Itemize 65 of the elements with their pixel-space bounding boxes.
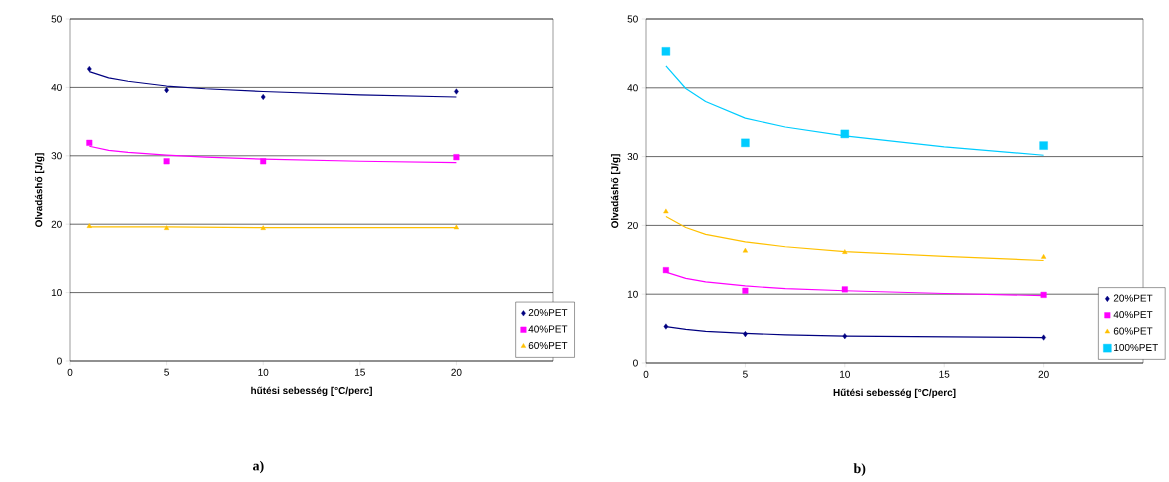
- point: [841, 286, 848, 293]
- x-tick-label: 20: [1038, 370, 1049, 378]
- text: a): [253, 460, 264, 474]
- point: [743, 331, 748, 338]
- y-tick-label: 40: [627, 84, 638, 92]
- line-series: [665, 65, 1045, 156]
- y-tick-label: 10: [627, 290, 638, 298]
- point: [260, 93, 266, 100]
- y-tick-label: 20: [627, 221, 638, 229]
- y-axis-title: Olvadáshő [J/g]: [610, 154, 621, 228]
- point: [163, 158, 170, 165]
- point: [1041, 334, 1046, 341]
- y-tick-label: 0: [633, 359, 638, 367]
- y-tick-label: 50: [51, 15, 62, 23]
- x-tick-label: 5: [164, 368, 169, 376]
- y-tick-label: 50: [627, 15, 638, 23]
- point: [1040, 291, 1047, 298]
- y-tick-label: 20: [51, 220, 62, 228]
- legend-label: 60%PET: [528, 341, 568, 349]
- y-tick-label: 0: [57, 357, 62, 365]
- x-tick-label: 0: [643, 370, 649, 378]
- point: [1039, 141, 1048, 150]
- point: [663, 323, 669, 330]
- x-tick-label: 20: [451, 368, 462, 376]
- x-tick-label: 10: [840, 370, 850, 378]
- x-axis-title: hűtési sebesség [°C/perc]: [251, 386, 372, 397]
- y-tick-label: 10: [51, 289, 62, 297]
- point: [742, 247, 749, 253]
- point: [86, 223, 92, 228]
- point: [163, 225, 170, 230]
- point: [663, 208, 669, 214]
- y-axis-title: Olvadáshő [J/g]: [34, 153, 45, 227]
- y-tick-label: 30: [51, 152, 62, 160]
- point: [840, 129, 849, 139]
- text: b): [853, 463, 866, 476]
- line-series: [665, 215, 1045, 262]
- y-tick-label: 30: [627, 153, 638, 161]
- y-tick-label: 40: [51, 83, 62, 91]
- point: [453, 224, 460, 230]
- point: [260, 158, 267, 165]
- point: [1041, 254, 1047, 259]
- x-axis-title: Hűtési sebesség [°C/perc]: [833, 388, 956, 399]
- x-tick-label: 0: [67, 368, 73, 376]
- point: [453, 154, 460, 161]
- legend-label: 20%PET: [1113, 294, 1153, 302]
- point: [842, 249, 848, 254]
- x-tick-label: 15: [355, 368, 365, 376]
- legend-label: 40%PET: [528, 325, 568, 333]
- point: [86, 139, 93, 146]
- point: [454, 88, 459, 95]
- point: [842, 333, 848, 340]
- point: [661, 47, 671, 56]
- point: [742, 287, 749, 294]
- x-tick-label: 5: [743, 370, 748, 378]
- legend-label: 40%PET: [1113, 311, 1153, 319]
- x-tick-label: 15: [939, 370, 950, 378]
- legend-label: 20%PET: [528, 309, 568, 317]
- legend-label: 60%PET: [1113, 327, 1153, 335]
- point: [260, 225, 266, 230]
- point: [662, 267, 669, 274]
- point: [87, 65, 92, 72]
- point: [164, 87, 169, 94]
- point: [741, 138, 750, 148]
- legend-label: 100%PET: [1114, 343, 1158, 351]
- x-tick-label: 10: [258, 368, 269, 376]
